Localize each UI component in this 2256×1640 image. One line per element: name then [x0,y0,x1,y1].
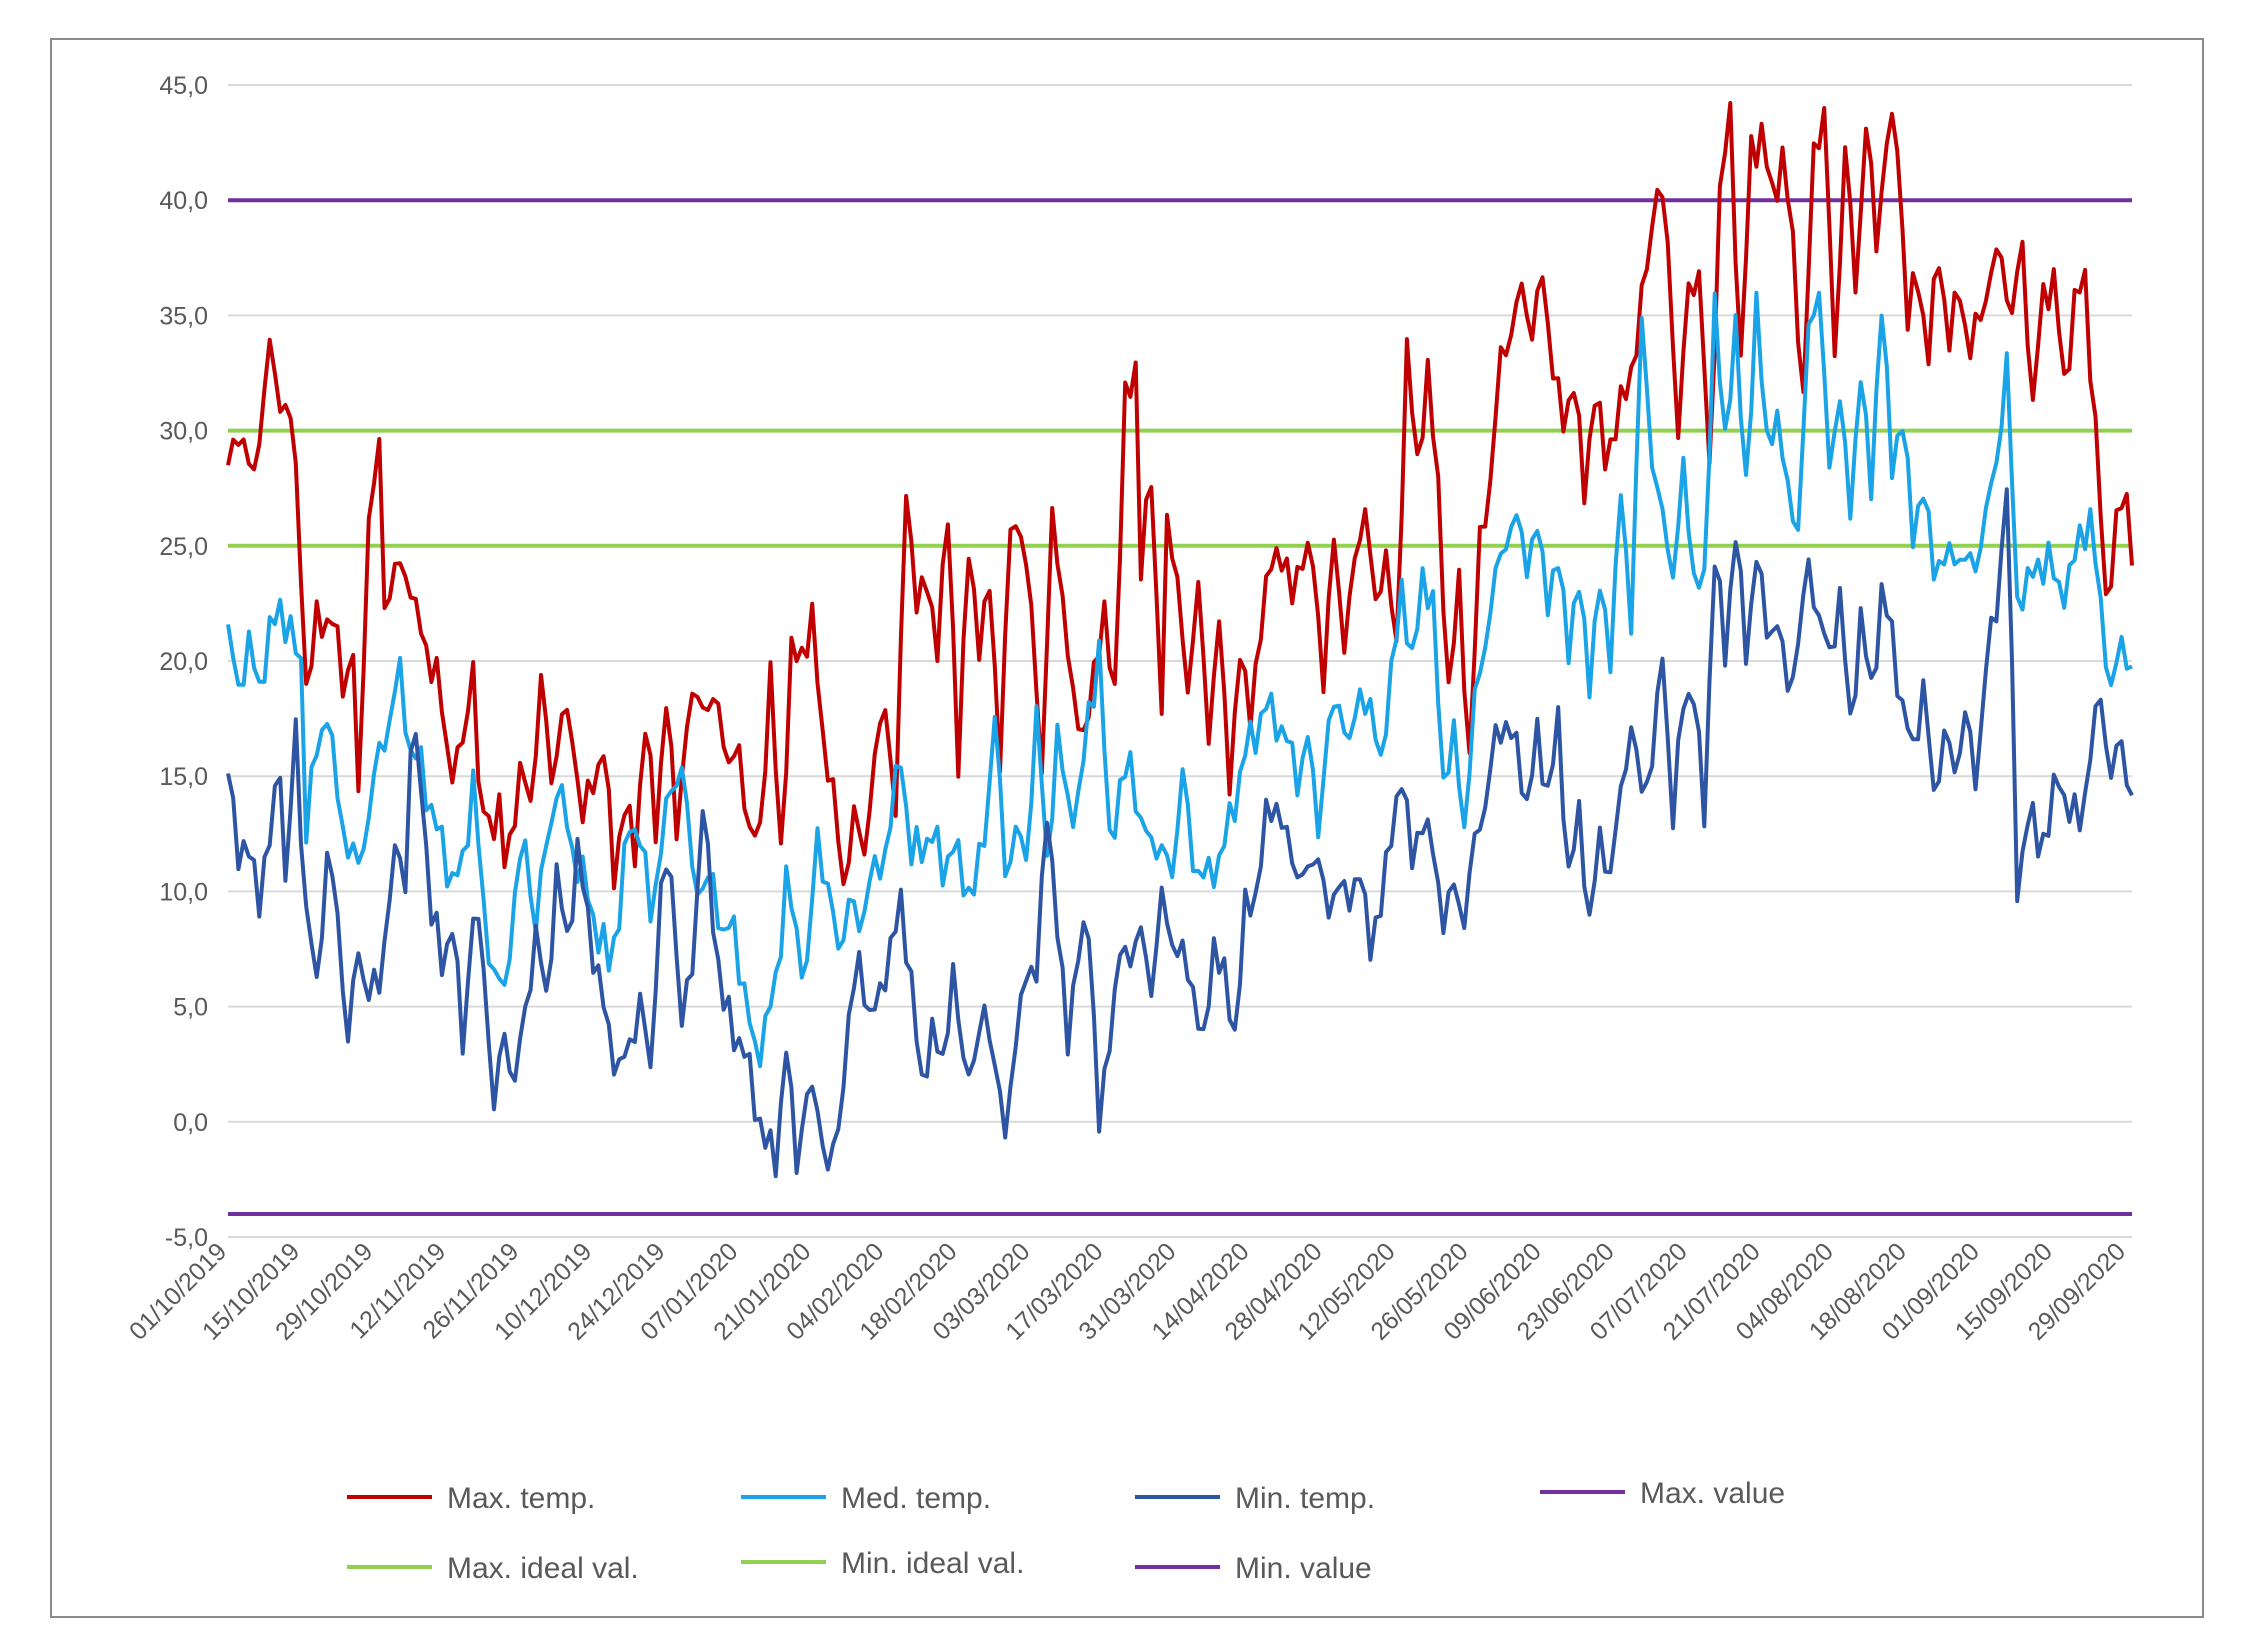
temperature-line-chart: 45,0 40,0 35,0 30,0 25,0 20,0 15,0 10,0 5,0 0,0 -5… [124,72,2134,1585]
x-axis-ticks: 01/10/201915/10/201929/10/201912/11/2019… [124,1237,2131,1345]
series-min-temp [226,487,2134,1179]
y-tick-label: 10,0 [159,878,208,906]
y-tick-label: 5,0 [173,994,208,1022]
legend: Max. temp. Med. temp. Min. temp. Max. value… [347,1477,1785,1585]
legend-label-max-value: Max. value [1640,1477,1785,1510]
legend-label-min-temp: Min. temp. [1235,1482,1375,1515]
y-axis-ticks: 45,0 40,0 35,0 30,0 25,0 20,0 15,0 10,0 5,0 0,0 -5… [159,72,208,1252]
legend-label-max-ideal-val: Max. ideal val. [447,1552,639,1585]
y-tick-label: 40,0 [159,187,208,215]
y-tick-label: 20,0 [159,648,208,676]
y-tick-label: 45,0 [159,72,208,100]
y-tick-label: 25,0 [159,533,208,561]
series-max-temp [226,101,2134,891]
series-med-temp [226,290,2133,1069]
temperature-series [226,101,2134,1179]
y-tick-label: 15,0 [159,763,208,791]
y-tick-label: -5,0 [165,1224,208,1252]
legend-label-max-temp: Max. temp. [447,1482,595,1515]
threshold-lines [228,198,2132,1216]
y-tick-label: 0,0 [173,1109,208,1137]
legend-label-min-ideal-val: Min. ideal val. [841,1547,1024,1580]
chart-frame: 45,0 40,0 35,0 30,0 25,0 20,0 15,0 10,0 5,0 0,0 -5… [50,38,2204,1618]
legend-label-min-value: Min. value [1235,1552,1372,1585]
y-tick-label: 35,0 [159,302,208,330]
y-tick-label: 30,0 [159,418,208,446]
legend-label-med-temp: Med. temp. [841,1482,991,1515]
